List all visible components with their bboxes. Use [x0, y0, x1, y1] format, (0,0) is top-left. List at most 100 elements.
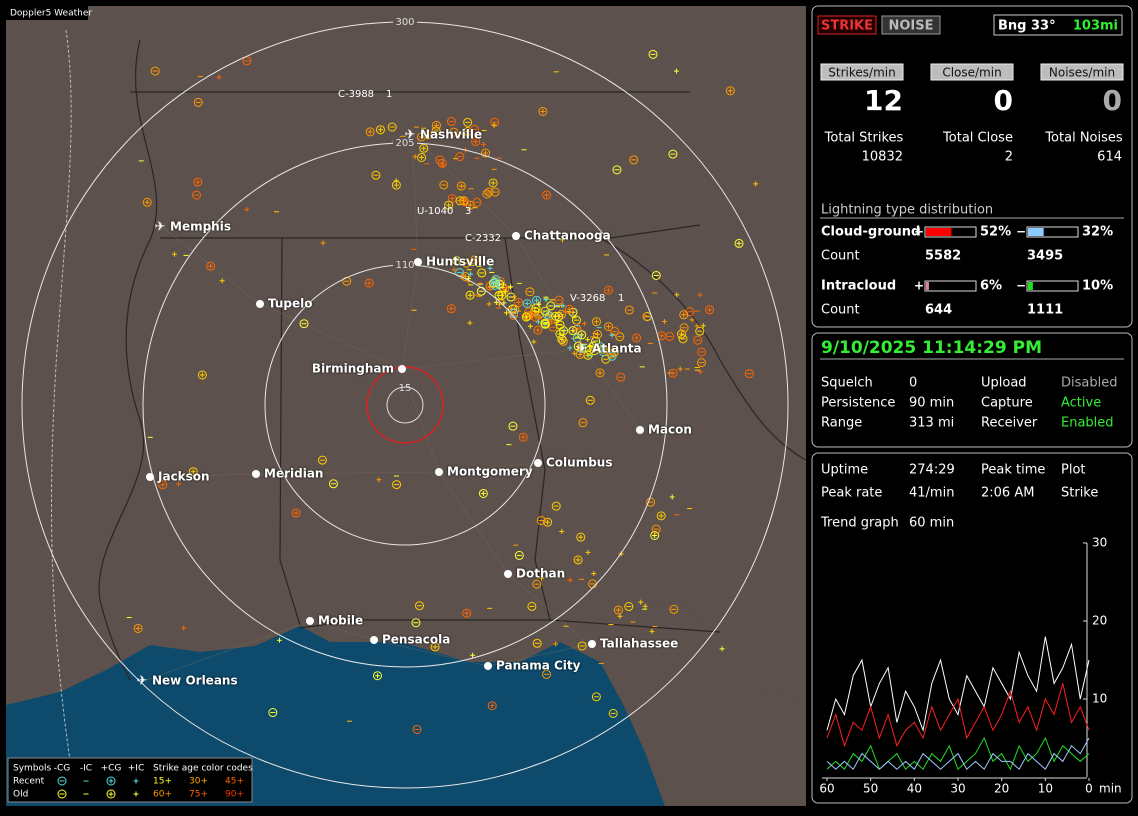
strike [559, 237, 565, 243]
strike-ring [577, 330, 587, 340]
strike [365, 127, 375, 137]
rate-value: 0 [994, 84, 1013, 117]
strike-ring [679, 323, 689, 333]
storm-id: U-1040 [417, 206, 453, 217]
legend-row-label: Old [13, 790, 28, 800]
panel [811, 452, 1133, 804]
setting-label: Persistence [821, 396, 895, 411]
strike [503, 310, 509, 316]
rate-value: 12 [864, 84, 903, 117]
strike-ring [591, 336, 601, 346]
strike [455, 152, 465, 162]
strike [696, 358, 706, 368]
city: Dothan [504, 567, 565, 581]
strike-ring [559, 326, 569, 336]
bar-frame [924, 280, 977, 292]
button-label: Close/min [942, 66, 1001, 80]
strike [468, 271, 474, 277]
strike [665, 331, 675, 341]
strike [494, 290, 504, 300]
strike-ring [500, 285, 510, 295]
strike [158, 480, 168, 490]
strike-ring [431, 120, 441, 130]
city-label: Memphis [170, 220, 231, 234]
strike [444, 200, 454, 210]
strike [591, 317, 601, 327]
strike [423, 130, 433, 140]
strike [501, 300, 507, 306]
strike-ring [268, 708, 278, 718]
strike [585, 336, 591, 342]
strike-ring [133, 623, 143, 633]
strike-ring [387, 122, 397, 132]
strike [460, 197, 470, 207]
strike-ring [417, 152, 427, 162]
strike-ring [598, 347, 608, 357]
strike [392, 480, 402, 490]
strike [518, 432, 528, 442]
strike [414, 601, 424, 611]
strike [219, 278, 225, 284]
strike [695, 326, 705, 336]
airport-icon: ✈ [137, 674, 148, 689]
city-label: Macon [648, 423, 692, 437]
button-label: NOISE [888, 19, 933, 34]
button[interactable] [817, 15, 877, 35]
total-label: Total Close [942, 131, 1013, 146]
strike [567, 577, 573, 583]
legend-glyph [106, 789, 116, 799]
strike [490, 280, 500, 290]
strike-ring [484, 187, 494, 197]
strike [449, 127, 459, 137]
total-value: 2 [1005, 150, 1013, 165]
airport-icon: ✈ [155, 220, 166, 235]
button[interactable] [881, 15, 941, 35]
strike-ring [584, 345, 594, 355]
strike [543, 517, 553, 527]
florida [560, 600, 806, 806]
city: Birmingham [312, 362, 406, 376]
count-value: 1111 [1027, 303, 1063, 318]
strike-ring [490, 117, 500, 127]
strike [435, 155, 445, 165]
strike [472, 197, 482, 207]
strike-ring [525, 287, 535, 297]
city: ✈ Memphis [155, 220, 231, 235]
strike [677, 329, 687, 339]
strike-ring [575, 349, 585, 359]
strike [511, 293, 517, 299]
strike [463, 127, 473, 137]
trend-line [826, 737, 1090, 770]
setting-label: Receiver [981, 416, 1038, 431]
legend-row-label: Recent [13, 777, 45, 787]
city-label: Tupelo [268, 297, 313, 311]
strike-ring [150, 66, 160, 76]
setting-value: Disabled [1061, 376, 1117, 391]
count-label: Count [821, 303, 860, 318]
strike [624, 602, 634, 612]
strike [677, 366, 683, 372]
stat-value: 274:29 [909, 463, 955, 478]
strike-ring [540, 306, 550, 316]
strike [375, 125, 385, 135]
border [279, 237, 301, 626]
strike-ring [591, 692, 601, 702]
strike [412, 724, 422, 734]
map: 300 205 110 15 ✈ Nashville ✈ Memphis Chattanooga… [6, 6, 806, 806]
trend-line [826, 736, 1090, 771]
strike-ring [632, 333, 642, 343]
strike [593, 329, 603, 339]
strike-ring [470, 124, 480, 134]
city: Meridian [252, 467, 323, 481]
strike-ring [541, 319, 551, 329]
distance: 103mi [1073, 19, 1118, 34]
strike [535, 319, 541, 325]
strike-ring [616, 372, 626, 382]
strike [465, 290, 475, 300]
strike [693, 335, 703, 345]
setting-label: Range [821, 416, 862, 431]
strike [656, 511, 666, 521]
panel [811, 5, 1133, 328]
strike [638, 599, 644, 605]
strike-ring [477, 268, 487, 278]
